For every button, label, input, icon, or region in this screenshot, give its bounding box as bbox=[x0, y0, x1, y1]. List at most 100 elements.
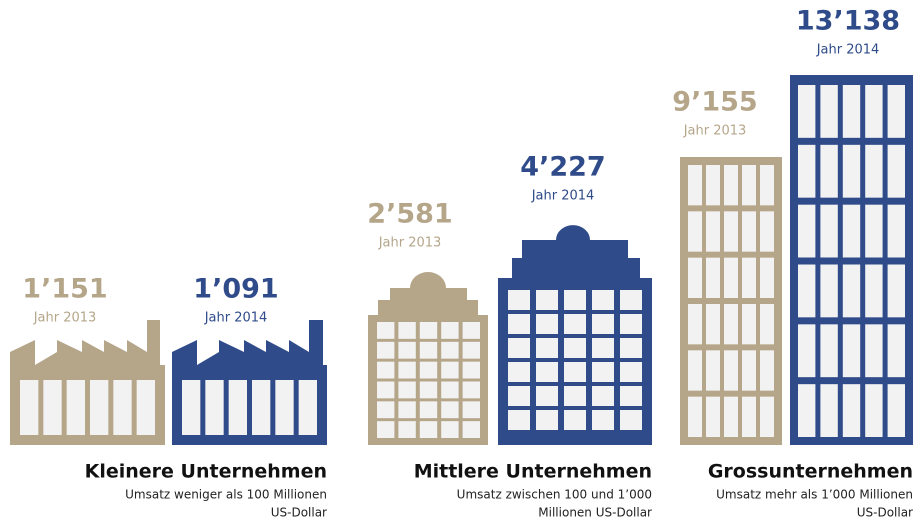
window bbox=[377, 361, 395, 379]
building-band bbox=[378, 300, 478, 315]
group-title: Mittlere Unternehmen bbox=[414, 461, 652, 483]
building-band bbox=[512, 258, 640, 278]
window bbox=[419, 381, 438, 399]
window bbox=[398, 381, 416, 399]
building-band bbox=[390, 288, 467, 300]
year-label: Jahr 2013 bbox=[378, 236, 442, 251]
window bbox=[377, 322, 395, 339]
year-label: Jahr 2014 bbox=[531, 189, 595, 204]
window bbox=[820, 85, 838, 138]
window bbox=[205, 380, 224, 435]
window bbox=[760, 304, 774, 345]
window bbox=[620, 410, 642, 430]
window bbox=[842, 85, 861, 138]
window bbox=[441, 421, 459, 438]
window bbox=[798, 264, 816, 318]
window bbox=[706, 165, 720, 206]
window bbox=[113, 380, 132, 435]
window bbox=[508, 386, 530, 406]
group-subtitle: Umsatz zwischen 100 und 1’000 bbox=[457, 488, 652, 502]
window bbox=[564, 290, 586, 310]
window bbox=[228, 380, 247, 435]
dome bbox=[556, 225, 590, 240]
window bbox=[887, 264, 905, 318]
window bbox=[182, 380, 201, 435]
value-label: 1’151 bbox=[22, 274, 107, 305]
window bbox=[820, 384, 838, 437]
window bbox=[275, 380, 294, 435]
window bbox=[706, 396, 720, 437]
window bbox=[887, 144, 905, 198]
year-label: Jahr 2014 bbox=[204, 311, 268, 326]
window bbox=[865, 204, 883, 258]
window bbox=[564, 410, 586, 430]
window bbox=[820, 264, 838, 318]
window bbox=[441, 361, 459, 379]
window bbox=[760, 257, 774, 298]
window bbox=[90, 380, 109, 435]
window bbox=[462, 322, 480, 339]
window bbox=[688, 396, 702, 437]
group-subtitle: Millionen US-Dollar bbox=[538, 506, 652, 520]
window bbox=[441, 322, 459, 339]
value-label: 13’138 bbox=[796, 6, 900, 37]
window bbox=[706, 211, 720, 252]
window bbox=[564, 314, 586, 334]
window bbox=[760, 211, 774, 252]
window bbox=[706, 350, 720, 391]
window bbox=[742, 304, 756, 345]
window bbox=[592, 290, 614, 310]
window bbox=[865, 144, 883, 198]
building-band bbox=[522, 240, 628, 258]
window bbox=[620, 338, 642, 358]
window bbox=[536, 290, 558, 310]
window bbox=[887, 384, 905, 437]
window bbox=[798, 144, 816, 198]
window bbox=[620, 314, 642, 334]
window bbox=[536, 338, 558, 358]
window bbox=[688, 165, 702, 206]
window bbox=[798, 204, 816, 258]
window bbox=[706, 304, 720, 345]
window bbox=[462, 381, 480, 399]
window bbox=[564, 386, 586, 406]
group-subtitle: Umsatz mehr als 1’000 Millionen bbox=[716, 488, 913, 502]
window bbox=[620, 386, 642, 406]
window bbox=[20, 380, 39, 435]
window bbox=[865, 264, 883, 318]
dome bbox=[410, 272, 446, 288]
window bbox=[592, 410, 614, 430]
window bbox=[724, 304, 738, 345]
window bbox=[724, 350, 738, 391]
window bbox=[842, 384, 861, 437]
window bbox=[842, 204, 861, 258]
group-subtitle: US-Dollar bbox=[271, 506, 327, 520]
window bbox=[536, 410, 558, 430]
group-title: Grossunternehmen bbox=[708, 461, 913, 483]
window bbox=[508, 314, 530, 334]
window bbox=[706, 257, 720, 298]
window bbox=[760, 396, 774, 437]
window bbox=[820, 204, 838, 258]
group-subtitle: US-Dollar bbox=[857, 506, 913, 520]
window bbox=[441, 381, 459, 399]
value-label: 2’581 bbox=[367, 199, 452, 230]
window bbox=[724, 396, 738, 437]
window bbox=[536, 386, 558, 406]
window bbox=[462, 341, 480, 359]
value-label: 4’227 bbox=[520, 152, 605, 183]
window bbox=[419, 322, 438, 339]
window bbox=[419, 401, 438, 419]
window bbox=[377, 341, 395, 359]
window bbox=[592, 338, 614, 358]
window bbox=[377, 421, 395, 438]
window bbox=[592, 386, 614, 406]
window bbox=[441, 401, 459, 419]
factory-roof bbox=[10, 320, 160, 365]
window bbox=[887, 204, 905, 258]
window bbox=[688, 350, 702, 391]
window bbox=[724, 211, 738, 252]
window bbox=[398, 322, 416, 339]
window bbox=[462, 401, 480, 419]
window bbox=[136, 380, 155, 435]
